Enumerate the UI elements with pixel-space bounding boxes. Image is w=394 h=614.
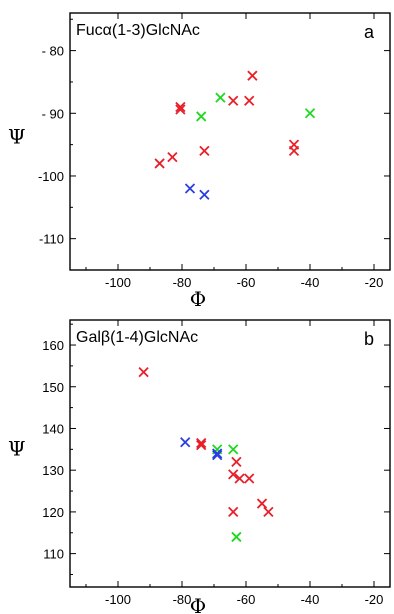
data-point-red: [263, 506, 274, 518]
data-point-red: [234, 473, 245, 484]
y-tick-label: 150: [42, 380, 64, 395]
x-tick-label: -80: [173, 275, 192, 290]
y-tick-label: 140: [42, 421, 64, 436]
data-point-blue: [199, 189, 210, 200]
x-tick-label: -60: [237, 592, 256, 607]
data-point-red: [138, 367, 149, 378]
y-tick-label: 160: [42, 338, 64, 353]
plot-frame: [69, 319, 391, 588]
data-point-red: [288, 145, 300, 157]
data-point-green: [304, 108, 316, 119]
x-tick-label: -100: [105, 275, 131, 290]
data-point-red: [244, 473, 255, 484]
y-tick-label: - 80: [42, 44, 64, 59]
x-tick-label: -100: [105, 592, 131, 607]
data-point-blue: [212, 450, 223, 461]
y-axis-label: Ψ: [8, 437, 26, 461]
data-point-red: [196, 437, 207, 449]
panel-title: Fucα(1-3)GlcNAc: [76, 22, 200, 39]
data-point-red: [256, 498, 268, 509]
y-tick-label: 110: [43, 547, 64, 562]
data-point-red: [175, 101, 186, 113]
x-tick-label: -60: [237, 275, 256, 290]
y-tick-label: - 90: [42, 106, 64, 121]
y-tick-label: 120: [42, 505, 64, 520]
x-tick-label: -20: [365, 592, 384, 607]
chart-panel-b: -100 -80 -60 -40 -20 110 120 130 140 150 160 Galβ(1…: [8, 319, 391, 614]
data-point-red: [228, 95, 239, 106]
data-point-green: [215, 92, 226, 103]
x-tick-label: -40: [301, 275, 320, 290]
data-point-green: [231, 531, 242, 543]
data-point-red: [167, 152, 178, 163]
plot-frame: [69, 12, 391, 271]
x-axis-label: Φ: [190, 287, 206, 311]
data-point-blue: [212, 448, 223, 459]
data-point-green: [228, 444, 239, 455]
y-tick-label: -110: [39, 232, 64, 247]
data-point-red: [196, 440, 207, 451]
panel-title: Galβ(1-4)GlcNAc: [76, 329, 198, 346]
x-tick-label: -20: [365, 275, 384, 290]
x-tick-label: -40: [301, 592, 320, 607]
y-axis-label: Ψ: [8, 125, 26, 149]
data-point-red: [228, 506, 239, 518]
data-point-blue: [184, 183, 196, 194]
data-point-red: [154, 158, 165, 169]
y-tick-label: 130: [42, 463, 64, 478]
data-point-red: [244, 95, 255, 106]
x-tick-label: -80: [173, 592, 192, 607]
data-point-green: [196, 111, 207, 122]
panel-letter: b: [364, 329, 374, 349]
y-tick-label: -100: [38, 169, 64, 184]
data-point-red: [199, 145, 210, 157]
chart-panel-a: -100 -80 -60 -40 -20 - 80 - 90 -100 -110 Fucα(1-3…: [8, 12, 391, 311]
data-point-blue: [180, 437, 191, 448]
panel-letter: a: [364, 22, 375, 42]
data-point-red: [175, 104, 186, 115]
data-point-red: [231, 456, 242, 467]
data-point-red: [228, 469, 239, 480]
x-axis-label: Φ: [190, 594, 206, 614]
data-point-red: [247, 70, 258, 81]
